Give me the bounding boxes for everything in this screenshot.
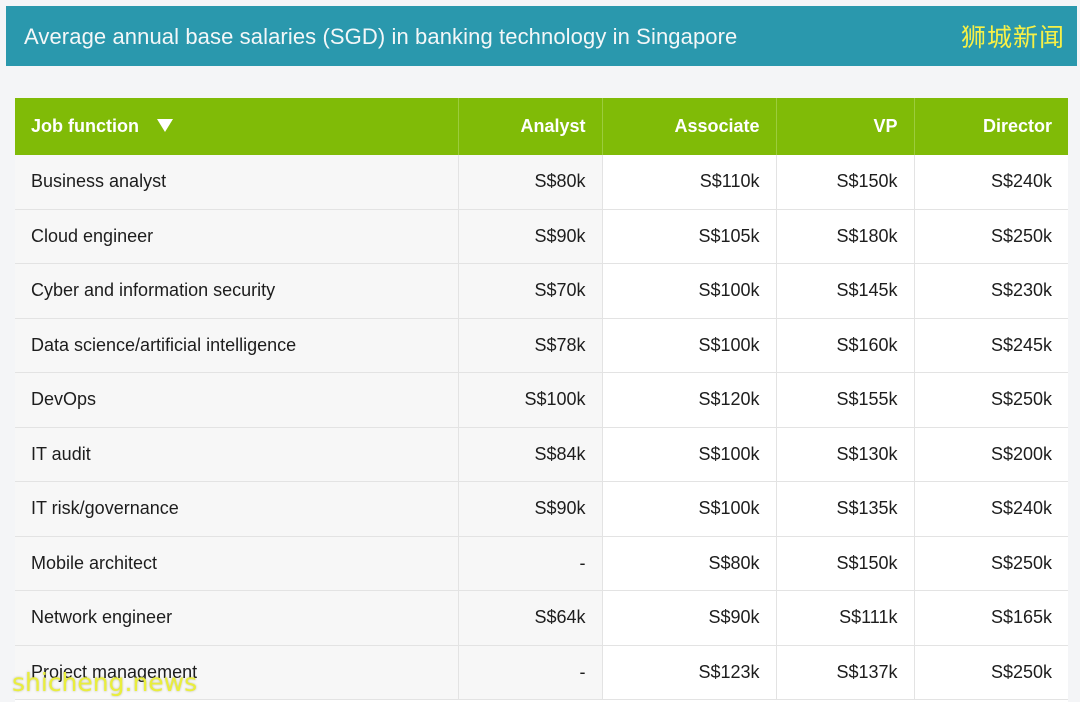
- cell-director: S$250k: [913, 372, 1068, 428]
- title-banner: Average annual base salaries (SGD) in ba…: [6, 6, 1077, 66]
- header-director[interactable]: Director: [913, 98, 1068, 155]
- cell-associate: S$105k: [601, 209, 776, 264]
- banner-title: Average annual base salaries (SGD) in ba…: [24, 24, 738, 49]
- cell-director: S$250k: [913, 209, 1068, 264]
- cell-associate: S$100k: [601, 263, 776, 319]
- cell-associate: S$100k: [601, 427, 776, 482]
- cell-analyst: S$64k: [457, 590, 602, 646]
- cell-vp: S$150k: [775, 155, 914, 210]
- cell-vp: S$135k: [775, 481, 914, 537]
- cell-job-function: Mobile architect: [15, 536, 458, 591]
- cell-vp: S$160k: [775, 318, 914, 373]
- cell-job-function: Network engineer: [15, 590, 458, 646]
- table-row: Mobile architect - S$80k S$150k S$250k: [15, 536, 1068, 591]
- cell-analyst: S$78k: [457, 318, 602, 373]
- cell-analyst: S$84k: [457, 427, 602, 482]
- site-logo: 狮城新闻: [960, 23, 1065, 52]
- cell-director: S$240k: [913, 155, 1068, 210]
- cell-director: S$250k: [913, 536, 1068, 591]
- table-row: Cyber and information security S$70k S$100…: [15, 263, 1068, 319]
- cell-analyst: S$90k: [457, 481, 602, 537]
- cell-associate: S$100k: [601, 481, 776, 537]
- cell-associate: S$100k: [601, 318, 776, 373]
- cell-vp: S$150k: [775, 536, 914, 591]
- cell-vp: S$130k: [775, 427, 914, 482]
- header-job-function-label: Job function: [31, 116, 139, 136]
- cell-associate: S$120k: [601, 372, 776, 428]
- cell-analyst: S$70k: [457, 263, 602, 319]
- cell-analyst: S$80k: [457, 155, 602, 210]
- cell-director: S$240k: [913, 481, 1068, 537]
- cell-associate: S$123k: [601, 645, 776, 700]
- cell-director: S$250k: [913, 645, 1068, 700]
- cell-vp: S$145k: [775, 263, 914, 319]
- cell-analyst: -: [457, 645, 602, 700]
- table-row: Cloud engineer S$90k S$105k S$180k S$250k: [15, 209, 1068, 264]
- cell-analyst: -: [457, 536, 602, 591]
- table-body: Business analyst S$80k S$110k S$150k S$240k C…: [15, 155, 1068, 700]
- header-analyst[interactable]: Analyst: [457, 98, 602, 155]
- cell-job-function: Cyber and information security: [15, 263, 458, 319]
- table-row: IT risk/governance S$90k S$100k S$135k S$240…: [15, 481, 1068, 537]
- cell-vp: S$180k: [775, 209, 914, 264]
- header-associate[interactable]: Associate: [601, 98, 776, 155]
- cell-job-function: Cloud engineer: [15, 209, 458, 264]
- cell-job-function: Project management: [15, 645, 458, 700]
- cell-analyst: S$100k: [457, 372, 602, 428]
- cell-job-function: IT risk/governance: [15, 481, 458, 537]
- triangle-down-icon[interactable]: [156, 119, 173, 132]
- table-row: Project management - S$123k S$137k S$250k: [15, 645, 1068, 700]
- cell-analyst: S$90k: [457, 209, 602, 264]
- header-job-function[interactable]: Job function: [15, 98, 458, 155]
- table-row: Data science/artificial intelligence S$78…: [15, 318, 1068, 373]
- table-row: Network engineer S$64k S$90k S$111k S$165k: [15, 590, 1068, 646]
- cell-director: S$230k: [913, 263, 1068, 319]
- salary-table-container: Job function Analyst Associate VP Direct…: [15, 98, 1068, 702]
- cell-associate: S$110k: [601, 155, 776, 210]
- cell-director: S$165k: [913, 590, 1068, 646]
- table-row: DevOps S$100k S$120k S$155k S$250k: [15, 372, 1068, 428]
- cell-job-function: Data science/artificial intelligence: [15, 318, 458, 373]
- table-row: IT audit S$84k S$100k S$130k S$200k: [15, 427, 1068, 482]
- salary-table: Job function Analyst Associate VP Direct…: [15, 98, 1068, 700]
- table-row: Business analyst S$80k S$110k S$150k S$240k: [15, 155, 1068, 210]
- watermark: shicheng.news: [12, 668, 198, 697]
- cell-job-function: IT audit: [15, 427, 458, 482]
- cell-vp: S$155k: [775, 372, 914, 428]
- cell-job-function: DevOps: [15, 372, 458, 428]
- cell-director: S$245k: [913, 318, 1068, 373]
- cell-director: S$200k: [913, 427, 1068, 482]
- cell-associate: S$80k: [601, 536, 776, 591]
- cell-vp: S$111k: [775, 590, 914, 646]
- table-header-row: Job function Analyst Associate VP Direct…: [15, 98, 1068, 155]
- cell-vp: S$137k: [775, 645, 914, 700]
- header-vp[interactable]: VP: [775, 98, 914, 155]
- cell-job-function: Business analyst: [15, 155, 458, 210]
- cell-associate: S$90k: [601, 590, 776, 646]
